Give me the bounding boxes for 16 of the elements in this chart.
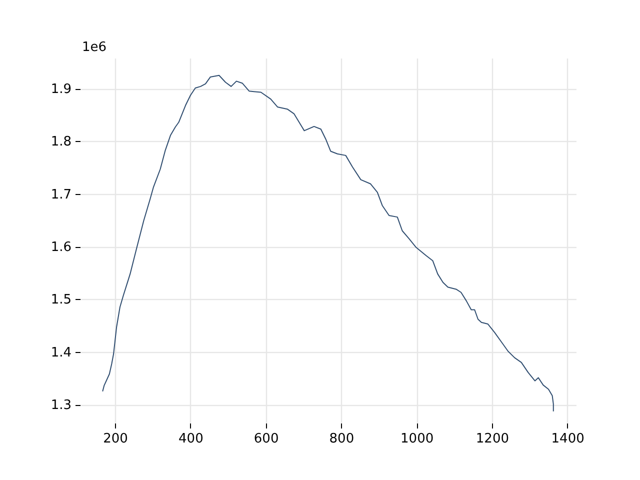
x-tick-label: 1000 <box>400 432 434 446</box>
y-tick-label: 1.6 <box>50 240 72 256</box>
x-tick-label: 400 <box>178 432 204 446</box>
y-tick-label: 1.7 <box>50 187 72 202</box>
y-tick-label: 1.3 <box>50 398 72 414</box>
x-tick-label: 1200 <box>476 432 509 446</box>
x-tick-label: 1400 <box>551 432 584 446</box>
x-tick-label: 600 <box>254 432 279 446</box>
y-tick-label: 1.4 <box>50 345 72 360</box>
y-tick-label: 1.8 <box>50 134 72 150</box>
text: 1e6 <box>82 40 107 55</box>
x-tick-label: 800 <box>329 432 354 446</box>
line-series <box>102 74 554 412</box>
x-tick-label: 200 <box>103 432 128 446</box>
y-tick-label: 1.9 <box>50 82 72 98</box>
y-tick-label: 1.5 <box>50 292 72 308</box>
